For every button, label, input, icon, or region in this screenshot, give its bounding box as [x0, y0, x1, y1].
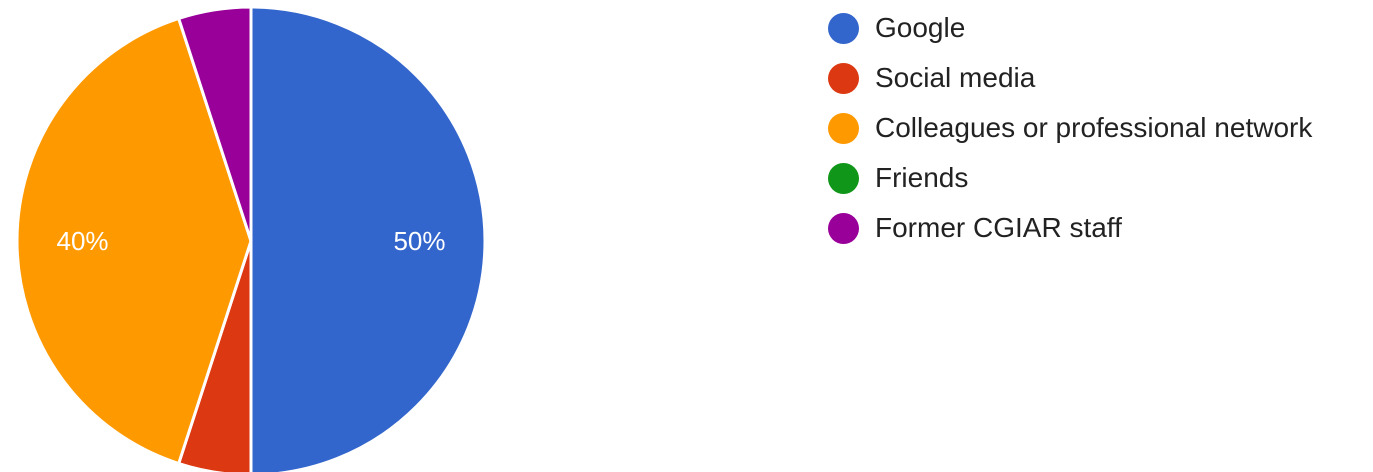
legend-item-colleagues-or-professional-network: Colleagues or professional network [828, 103, 1312, 153]
legend-swatch-google [828, 12, 859, 44]
legend-item-social-media: Social media [828, 53, 1312, 103]
legend-label-social-media: Social media [875, 62, 1036, 93]
legend-swatch-former-cgiar-staff [828, 212, 859, 244]
legend-swatch-friends [828, 162, 859, 194]
legend-swatch-colleagues-or-professional-network [828, 112, 859, 144]
pie-slice-google [249, 5, 487, 472]
legend-item-former-cgiar-staff: Former CGIAR staff [828, 203, 1312, 253]
legend-item-google: Google [828, 3, 1312, 53]
slice-data-label-colleagues-or-professional-network: 40% [56, 226, 108, 256]
legend-label-former-cgiar-staff: Former CGIAR staff [875, 212, 1122, 243]
pie-chart-plot: 50% 40% [15, 5, 487, 472]
legend-item-friends: Friends [828, 153, 1312, 203]
slice-data-label-google: 50% [393, 226, 445, 256]
pie-slice-former-cgiar-staff [176, 5, 253, 242]
legend-label-google: Google [875, 12, 966, 43]
legend-label-colleagues-or-professional-network: Colleagues or professional network [875, 112, 1313, 143]
legend-swatch-social-media [828, 62, 859, 94]
pie-slice-colleagues-or-professional-network [15, 16, 253, 466]
legend-label-friends: Friends [875, 162, 969, 193]
chart-legend: Google Social media Colleagues or professi… [828, 3, 1312, 253]
